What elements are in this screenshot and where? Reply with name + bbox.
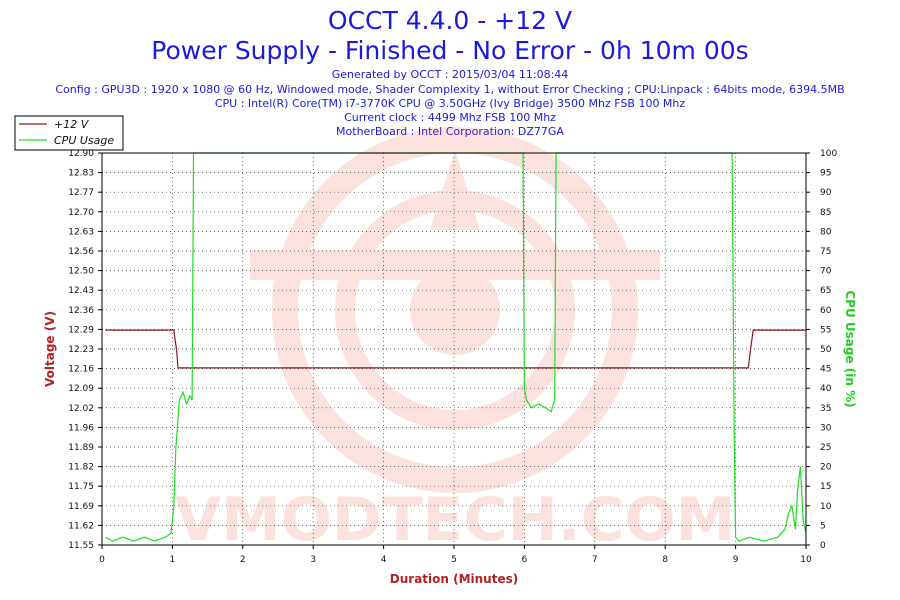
cpu-info: CPU : Intel(R) Core(TM) i7-3770K CPU @ 3… — [214, 97, 686, 110]
y2-tick-label: 35 — [820, 404, 831, 414]
x-tick-label: 3 — [310, 555, 316, 565]
x-tick-label: 2 — [240, 555, 246, 565]
voltage-series-line — [105, 329, 806, 369]
y2-tick-label: 75 — [820, 247, 831, 257]
y-tick-label: 11.62 — [68, 521, 94, 531]
legend-label: +12 V — [54, 118, 90, 131]
y-tick-label: 12.63 — [68, 227, 94, 237]
y2-tick-label: 0 — [820, 541, 826, 551]
x-tick-label: 9 — [733, 555, 739, 565]
watermark-logo: VMODTECH.COM — [175, 127, 736, 555]
y-tick-label: 12.83 — [68, 169, 94, 179]
duration-axis: 0 1 2 3 4 5 6 7 8 9 10 — [99, 545, 812, 565]
y2-tick-label: 90 — [820, 188, 832, 198]
y2-tick-label: 100 — [820, 149, 837, 159]
chart-grid — [102, 153, 806, 545]
y2-tick-label: 10 — [820, 502, 832, 512]
y-tick-label: 12.23 — [68, 345, 94, 355]
chart-subtitle: Power Supply - Finished - No Error - 0h … — [151, 36, 749, 65]
y-tick-label: 12.77 — [68, 188, 94, 198]
y-tick-label: 12.56 — [68, 247, 94, 257]
y2-tick-label: 60 — [820, 306, 832, 316]
plot-frame — [101, 152, 807, 546]
config-info: Config : GPU3D : 1920 x 1080 @ 60 Hz, Wi… — [55, 83, 845, 96]
x-tick-label: 10 — [800, 555, 812, 565]
y2-tick-label: 15 — [820, 482, 831, 492]
series-lines — [105, 152, 807, 542]
y-tick-label: 11.82 — [68, 463, 94, 473]
x-axis-title: Duration (Minutes) — [390, 572, 518, 586]
clock-info: Current clock : 4499 Mhz FSB 100 Mhz — [344, 111, 556, 124]
watermark-text: VMODTECH.COM — [175, 485, 736, 555]
y2-tick-label: 70 — [820, 267, 832, 277]
cpu-usage-series-line — [105, 152, 807, 542]
x-tick-label: 7 — [592, 555, 598, 565]
y-tick-label: 11.96 — [68, 423, 94, 433]
y-tick-label: 12.90 — [68, 149, 94, 159]
y2-tick-label: 5 — [820, 521, 826, 531]
y2-tick-label: 65 — [820, 286, 831, 296]
y2-tick-label: 25 — [820, 443, 831, 453]
chart-legend: +12 V CPU Usage — [14, 115, 124, 151]
y2-tick-label: 40 — [820, 384, 832, 394]
y-tick-label: 12.43 — [68, 286, 94, 296]
y-tick-label: 12.16 — [68, 365, 94, 375]
y-tick-label: 12.29 — [68, 325, 94, 335]
x-tick-label: 0 — [99, 555, 105, 565]
chart-title: OCCT 4.4.0 - +12 V — [327, 6, 573, 35]
y2-tick-label: 85 — [820, 208, 831, 218]
y-tick-label: 12.70 — [68, 208, 94, 218]
y-tick-label: 12.36 — [68, 306, 94, 316]
y-tick-label: 11.69 — [68, 502, 94, 512]
y-tick-label: 12.50 — [68, 267, 94, 277]
legend-label: CPU Usage — [54, 134, 114, 147]
y2-tick-label: 80 — [820, 227, 832, 237]
y-tick-label: 12.02 — [68, 404, 94, 414]
x-tick-label: 4 — [381, 555, 387, 565]
x-tick-label: 8 — [662, 555, 668, 565]
y2-tick-label: 50 — [820, 345, 832, 355]
cpu-usage-axis: 0 5 10 15 20 25 30 35 40 45 50 55 60 65 70 75 80 85 90 95 10… — [806, 149, 837, 551]
y-tick-label: 12.09 — [68, 384, 94, 394]
voltage-axis: 11.55 11.62 11.69 11.75 11.82 11.89 11.96 12.02… — [68, 149, 102, 551]
y2-tick-label: 30 — [820, 423, 832, 433]
y-tick-label: 11.89 — [68, 443, 94, 453]
y-tick-label: 11.55 — [68, 541, 94, 551]
x-tick-label: 6 — [522, 555, 528, 565]
y2-tick-label: 45 — [820, 365, 831, 375]
y2-tick-label: 20 — [820, 463, 832, 473]
y-tick-label: 11.75 — [68, 482, 94, 492]
x-tick-label: 5 — [451, 555, 457, 565]
motherboard-info: MotherBoard : Intel Corporation: DZ77GA — [336, 125, 564, 138]
y2-axis-title: CPU Usage (in %) — [843, 290, 857, 407]
y2-tick-label: 95 — [820, 169, 831, 179]
y-axis-title: Voltage (V) — [43, 311, 57, 387]
y2-tick-label: 55 — [820, 325, 831, 335]
generated-info: Generated by OCCT : 2015/03/04 11:08:44 — [331, 68, 569, 81]
legend-box — [14, 115, 124, 151]
x-tick-label: 1 — [170, 555, 176, 565]
